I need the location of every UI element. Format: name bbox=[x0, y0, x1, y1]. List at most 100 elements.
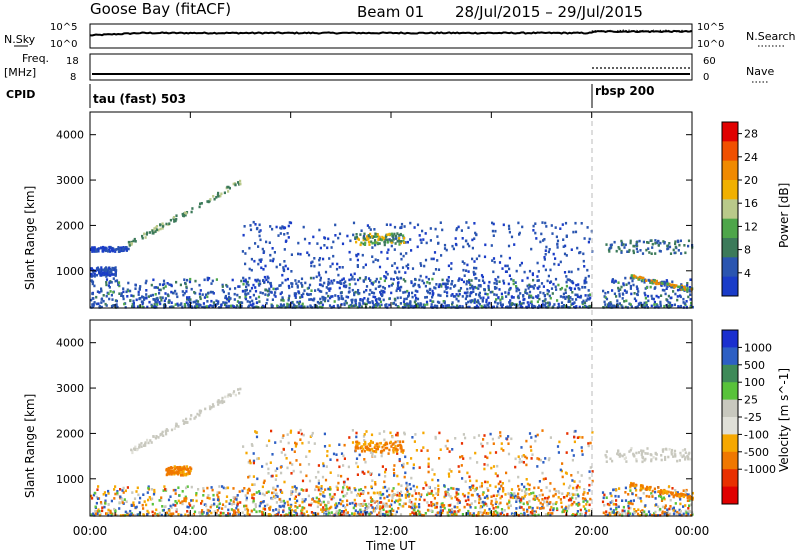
heatmap-cell bbox=[258, 300, 261, 303]
heatmap-cell bbox=[507, 291, 510, 295]
heatmap-cell bbox=[487, 296, 490, 299]
heatmap-cell bbox=[359, 513, 362, 516]
heatmap-cell bbox=[487, 284, 490, 288]
heatmap-cell bbox=[527, 303, 530, 307]
heatmap-cell bbox=[381, 445, 384, 449]
heatmap-cell bbox=[530, 436, 533, 439]
heatmap-cell bbox=[542, 477, 545, 481]
heatmap-cell bbox=[512, 282, 515, 286]
heatmap-cell bbox=[510, 277, 513, 281]
heatmap-cell bbox=[604, 513, 607, 516]
heatmap-cell bbox=[353, 304, 356, 308]
heatmap-cell bbox=[393, 270, 397, 274]
heatmap-cell bbox=[500, 447, 503, 451]
heatmap-cell bbox=[104, 499, 107, 503]
heatmap-cell bbox=[380, 501, 383, 504]
heatmap-cell bbox=[105, 283, 108, 287]
heatmap-cell bbox=[322, 508, 326, 512]
heatmap-cell bbox=[336, 504, 339, 508]
heatmap-cell bbox=[368, 442, 372, 445]
heatmap-cell bbox=[303, 289, 306, 292]
heatmap-cell bbox=[110, 272, 113, 276]
heatmap-cell bbox=[283, 233, 286, 236]
heatmap-cell bbox=[132, 304, 135, 307]
heatmap-cell bbox=[484, 502, 487, 506]
heatmap-cell bbox=[481, 514, 484, 517]
heatmap-cell bbox=[262, 513, 266, 517]
freq-label: Freq. bbox=[22, 52, 49, 65]
heatmap-cell bbox=[374, 239, 377, 242]
heatmap-cell bbox=[494, 502, 497, 505]
heatmap-cell bbox=[487, 305, 490, 309]
heatmap-cell bbox=[303, 305, 306, 309]
heatmap-cell bbox=[482, 438, 485, 441]
heatmap-cell bbox=[279, 488, 282, 492]
heatmap-cell bbox=[177, 304, 180, 307]
heatmap-cell bbox=[483, 281, 486, 285]
heatmap-cell bbox=[378, 511, 381, 515]
heatmap-cell bbox=[217, 302, 220, 305]
heatmap-cell bbox=[224, 294, 227, 298]
heatmap-cell bbox=[641, 485, 644, 488]
heatmap-cell bbox=[376, 259, 380, 262]
heatmap-cell bbox=[148, 231, 151, 234]
heatmap-cell bbox=[687, 295, 690, 299]
heatmap-cell bbox=[219, 511, 222, 515]
heatmap-cell bbox=[659, 507, 662, 511]
heatmap-cell bbox=[370, 439, 373, 443]
heatmap-cell bbox=[458, 304, 462, 308]
heatmap-cell bbox=[276, 304, 279, 308]
heatmap-cell bbox=[437, 490, 440, 493]
heatmap-cell bbox=[549, 281, 552, 284]
heatmap-cell bbox=[158, 511, 161, 515]
heatmap-cell bbox=[210, 282, 213, 285]
heatmap-cell bbox=[573, 305, 576, 309]
heatmap-cell bbox=[426, 501, 429, 504]
heatmap-cell bbox=[364, 503, 367, 506]
heatmap-cell bbox=[620, 243, 623, 247]
heatmap-cell bbox=[574, 221, 577, 225]
heatmap-cell bbox=[388, 233, 391, 236]
heatmap-cell bbox=[468, 294, 472, 298]
heatmap-cell bbox=[235, 506, 238, 510]
heatmap-cell bbox=[473, 222, 476, 225]
heatmap-cell bbox=[288, 221, 291, 224]
heatmap-cell bbox=[294, 501, 297, 505]
heatmap-cell bbox=[478, 494, 481, 498]
heatmap-cell bbox=[182, 214, 185, 217]
heatmap-cell bbox=[635, 243, 638, 246]
heatmap-cell bbox=[118, 507, 121, 510]
heatmap-cell bbox=[355, 442, 358, 446]
heatmap-cell bbox=[378, 492, 381, 496]
heatmap-cell bbox=[331, 305, 334, 309]
heatmap-cell bbox=[267, 513, 270, 516]
heatmap-cell bbox=[462, 280, 466, 284]
heatmap-cell bbox=[410, 500, 413, 504]
heatmap-cell bbox=[154, 436, 157, 440]
heatmap-cell bbox=[246, 300, 249, 303]
heatmap-cell bbox=[96, 488, 99, 491]
heatmap-cell bbox=[122, 297, 125, 301]
heatmap-cell bbox=[169, 469, 173, 473]
heatmap-cell bbox=[647, 241, 650, 244]
heatmap-cell bbox=[524, 490, 527, 493]
heatmap-cell bbox=[369, 451, 373, 454]
heatmap-cell bbox=[419, 238, 422, 242]
heatmap-cell bbox=[392, 442, 395, 445]
heatmap-cell bbox=[640, 453, 643, 457]
heatmap-cell bbox=[247, 304, 251, 308]
heatmap-cell bbox=[373, 446, 376, 449]
heatmap-cell bbox=[372, 507, 375, 510]
heatmap-cell bbox=[562, 292, 565, 296]
heatmap-cell bbox=[437, 479, 440, 482]
heatmap-cell bbox=[405, 297, 408, 301]
heatmap-cell bbox=[163, 282, 166, 286]
heatmap-cell bbox=[576, 471, 580, 474]
heatmap-cell bbox=[667, 455, 670, 459]
heatmap-cell bbox=[142, 513, 145, 516]
heatmap-cell bbox=[676, 492, 679, 496]
heatmap-cell bbox=[685, 300, 688, 303]
heatmap-cell bbox=[185, 301, 188, 304]
heatmap-cell bbox=[473, 237, 476, 240]
heatmap-cell bbox=[244, 290, 247, 293]
